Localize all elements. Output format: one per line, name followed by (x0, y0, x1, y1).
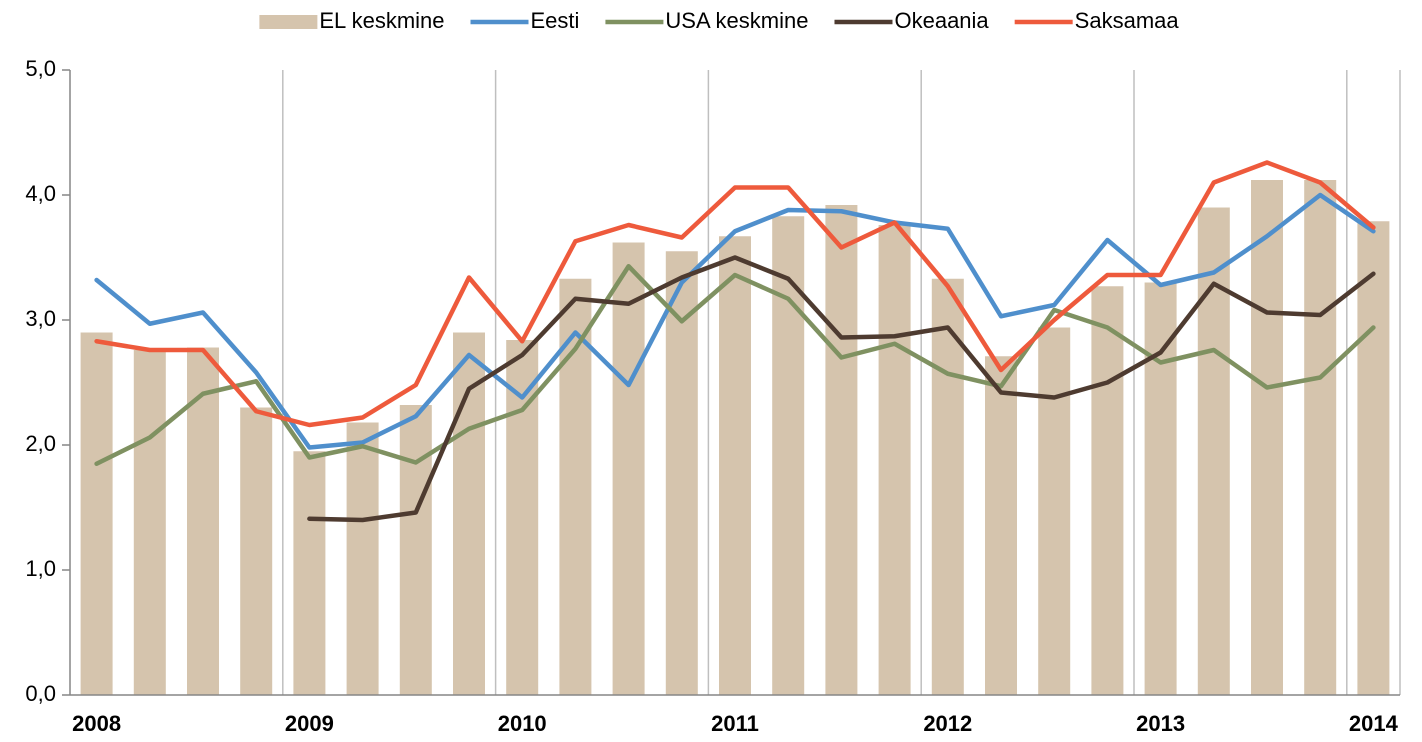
bar (1144, 282, 1177, 695)
bar (1091, 286, 1124, 695)
bar (240, 407, 273, 695)
line (307, 255, 1376, 523)
y-tick-label: 3,0 (25, 306, 56, 331)
bar (1357, 221, 1390, 695)
bar (878, 225, 911, 695)
legend-swatch (259, 15, 318, 29)
bar (1304, 180, 1337, 695)
y-tick-label: 2,0 (25, 431, 56, 456)
x-tick-label: 2014 (1349, 711, 1399, 736)
x-tick-label: 2012 (923, 711, 972, 736)
y-tick-label: 5,0 (25, 56, 56, 81)
bar (1251, 180, 1283, 695)
line (94, 160, 1376, 428)
line (94, 192, 1376, 450)
legend-label: Eesti (531, 8, 580, 33)
x-tick-label: 2013 (1136, 711, 1185, 736)
y-tick-label: 4,0 (25, 181, 56, 206)
legend-label: USA keskmine (665, 8, 808, 33)
bar (825, 205, 858, 695)
x-tick-label: 2009 (285, 711, 334, 736)
y-tick-label: 1,0 (25, 556, 56, 581)
bar (80, 332, 113, 695)
x-tick-label: 2008 (72, 711, 121, 736)
bar (187, 347, 219, 695)
bar (985, 356, 1017, 695)
legend-label: EL keskmine (319, 8, 444, 33)
x-tick-label: 2011 (711, 711, 759, 736)
bar (612, 242, 645, 695)
bar (665, 251, 698, 695)
bar (1038, 327, 1071, 695)
bar (719, 236, 751, 695)
x-tick-label: 2010 (498, 711, 547, 736)
line (94, 264, 1376, 466)
y-tick-label: 0,0 (25, 681, 56, 706)
bar (346, 422, 379, 695)
bar (399, 405, 432, 695)
bar (133, 350, 166, 695)
bar (931, 278, 964, 695)
bar (1197, 207, 1230, 695)
legend-label: Saksamaa (1075, 8, 1180, 33)
legend-label: Okeaania (894, 8, 989, 33)
bar (506, 340, 539, 695)
bar (293, 451, 326, 695)
